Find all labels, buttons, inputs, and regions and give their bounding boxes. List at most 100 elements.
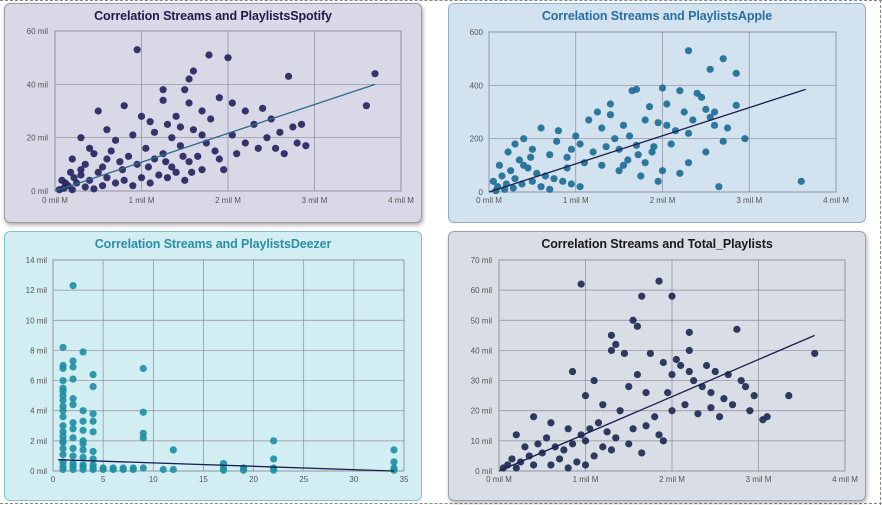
data-point [129, 131, 137, 139]
data-point [509, 184, 517, 192]
data-point [89, 447, 97, 456]
data-point [620, 349, 629, 358]
data-point [625, 132, 634, 140]
data-point [563, 153, 571, 161]
x-tick-label: 1 mil M [563, 196, 589, 205]
chart-title: Correlation Streams and PlaylistsApple [541, 9, 773, 23]
data-point [124, 152, 133, 160]
data-point [607, 446, 616, 454]
data-point [59, 444, 67, 452]
trend-line [57, 459, 394, 472]
data-point [697, 93, 706, 101]
data-point [289, 123, 297, 131]
data-point [534, 440, 542, 448]
data-point [270, 466, 278, 474]
data-point [59, 437, 67, 445]
data-point [94, 107, 102, 115]
data-point [511, 140, 519, 148]
data-point [70, 174, 78, 182]
data-point [533, 169, 541, 177]
chart-card-total-playlists[interactable]: Correlation Streams and Total_Playlists … [448, 231, 866, 501]
data-point [181, 86, 189, 94]
data-point [103, 126, 111, 134]
data-point [146, 118, 154, 126]
data-point [120, 176, 128, 184]
data-point [602, 143, 610, 151]
y-tick-label: 200 [470, 135, 484, 144]
data-point [676, 87, 684, 95]
data-point [172, 168, 180, 176]
data-point [69, 444, 77, 452]
data-point [169, 465, 177, 474]
data-point [685, 328, 693, 336]
data-point [663, 121, 671, 129]
data-point [172, 112, 180, 120]
data-point [684, 47, 693, 55]
y-tick-label: 0 mil [30, 467, 47, 476]
data-point [211, 147, 219, 155]
data-point [150, 128, 159, 136]
data-point [598, 124, 606, 132]
chart-plot[interactable]: 0 mil 10 mil 20 mil 30 mil 40 mil 50 mil 60 mi… [449, 232, 866, 501]
data-point [280, 150, 288, 158]
x-tick-label: 4 mil M [823, 196, 849, 205]
data-point [59, 422, 67, 430]
data-point [89, 428, 97, 436]
data-point [119, 465, 127, 474]
chart-card-spotify[interactable]: Correlation Streams and PlaylistsSpotify… [4, 3, 422, 223]
y-tick-label: 400 [470, 81, 484, 90]
data-point [616, 407, 624, 415]
data-point [668, 407, 676, 415]
data-point [59, 413, 67, 421]
y-tick-label: 70 mil [471, 256, 493, 265]
data-point [69, 465, 77, 474]
data-point [567, 145, 576, 153]
data-point [495, 161, 504, 169]
data-point [590, 376, 598, 385]
data-point [302, 142, 310, 150]
data-point [568, 367, 577, 376]
data-point [86, 144, 94, 152]
data-point [530, 413, 538, 421]
data-point [159, 465, 167, 474]
data-point [512, 464, 520, 472]
data-point [527, 153, 535, 161]
data-point [168, 163, 176, 171]
data-point [702, 105, 710, 113]
data-point [530, 461, 538, 469]
data-point [155, 171, 163, 179]
data-point [194, 152, 202, 160]
data-point [733, 325, 741, 333]
data-point [169, 446, 177, 454]
chart-plot[interactable]: 0 mil 2 mil 4 mil 6 mil 8 mil 10 mil 12 mil 14 … [5, 232, 422, 501]
chart-card-apple[interactable]: Correlation Streams and PlaylistsApple 0… [448, 3, 866, 223]
data-point [59, 343, 67, 352]
data-point [59, 450, 67, 459]
data-point [598, 161, 606, 169]
data-point [732, 69, 740, 77]
data-point [159, 96, 167, 104]
data-point [589, 148, 597, 156]
data-point [607, 331, 616, 339]
data-point [68, 186, 76, 194]
data-point [637, 172, 645, 180]
chart-plot[interactable]: 0 200 400 600 0 mil M 1 mil M 2 mil M 3 mil M 4 … [449, 4, 866, 223]
y-tick-label: 2 mil [30, 437, 47, 446]
data-point [542, 434, 551, 442]
x-tick-label: 3 mil M [302, 196, 328, 205]
data-point [142, 144, 150, 152]
data-point [690, 376, 698, 385]
y-tick-label: 40 mil [27, 80, 49, 89]
x-tick-label: 1 mil M [129, 196, 155, 205]
data-point [179, 152, 187, 160]
plot-area [52, 259, 405, 472]
chart-card-deezer[interactable]: Correlation Streams and PlaylistsDeezer … [4, 231, 422, 501]
y-tick-label: 14 mil [26, 256, 48, 265]
data-point [594, 419, 603, 427]
data-point [515, 156, 523, 164]
data-point [89, 417, 97, 425]
data-point [111, 179, 120, 187]
data-point [89, 383, 97, 391]
chart-plot[interactable]: 0 mil 20 mil 40 mil 60 mil 0 mil M 1 mil M 2 m… [5, 4, 422, 223]
x-tick-label: 3 mil M [736, 196, 762, 205]
